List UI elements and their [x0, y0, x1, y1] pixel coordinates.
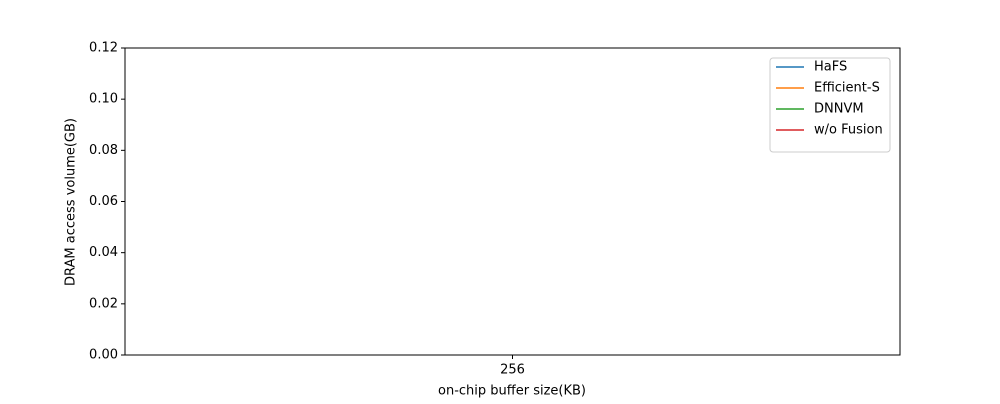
y-tick-label: 0.08	[89, 143, 118, 158]
y-tick-label: 0.02	[89, 296, 118, 311]
legend-label: HaFS	[814, 60, 847, 75]
y-tick-label: 0.12	[89, 41, 118, 56]
x-tick-label: 256	[500, 363, 525, 378]
legend-label: w/o Fusion	[814, 123, 883, 138]
legend-label: Efficient-S	[814, 81, 880, 96]
plot-frame	[124, 47, 901, 356]
y-tick-label: 0.10	[89, 92, 118, 107]
legend-label: DNNVM	[814, 102, 864, 117]
y-axis-label: DRAM access volume(GB)	[64, 118, 79, 286]
x-axis-label: on-chip buffer size(KB)	[438, 384, 586, 399]
y-tick-label: 0.06	[89, 194, 118, 209]
legend-box	[769, 57, 891, 153]
y-tick-label: 0.04	[89, 245, 118, 260]
y-tick-label: 0.00	[89, 348, 118, 363]
